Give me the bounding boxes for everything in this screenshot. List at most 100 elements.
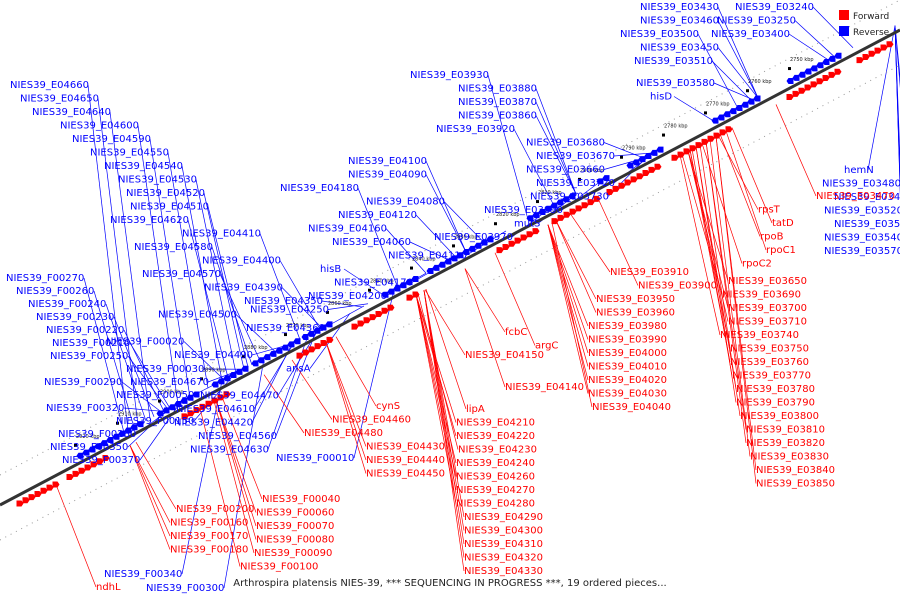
leader-line [83,277,125,433]
forward-gene [357,320,365,327]
forward-gene-label: NIES39_E03800 [740,411,819,422]
reverse-gene-label: mutS [514,219,540,230]
forward-gene [514,237,522,244]
forward-gene-label: NIES39_F00170 [170,531,248,542]
forward-gene-label: NIES39_E03980 [588,321,667,332]
reverse-gene-label: NIES39_F00290 [44,377,122,388]
leader-line [894,25,900,198]
forward-gene [181,413,189,420]
kbp-tick-mark [284,333,287,337]
forward-gene-label: NIES39_E04240 [456,458,535,469]
forward-gene-label: NIES39_E03710 [728,317,807,328]
forward-gene-label: NIES39_E04440 [366,455,445,466]
leader-line [215,399,257,527]
kbp-tick-mark [368,288,371,292]
leader-line [894,25,900,89]
leader-line [215,399,257,513]
forward-gene [28,494,36,501]
reverse-gene-label: NIES39_E03460 [640,16,719,27]
leader-line [207,206,249,368]
reverse-gene [626,162,634,169]
forward-gene-label: fcbC [505,327,527,338]
reverse-gene [106,436,114,443]
forward-gene [624,179,632,186]
forward-gene [375,310,383,317]
reverse-gene-label: NIES39_F00010 [276,453,354,464]
leader-line [129,445,171,537]
reverse-gene [432,264,440,271]
leader-line [715,136,757,484]
kbp-tick-label: 2830 kbp [454,234,478,240]
reverse-gene-label: NIES39_E04600 [60,121,139,132]
reverse-gene-label: NIES39_E04660 [10,80,89,91]
forward-gene-label: tatD [772,218,794,229]
reverse-gene-label: NIES39_E03860 [458,111,537,122]
leader-line [691,148,733,376]
forward-gene [302,349,310,356]
leader-line [343,268,385,296]
forward-gene-label: NIES39_E04460 [332,415,411,426]
reverse-gene-label: NIES39_E04170 [334,278,413,289]
reverse-gene-label: NIES39_E03930 [410,70,489,81]
forward-gene [412,291,420,298]
leader-line [717,6,759,99]
forward-gene [496,247,504,254]
forward-gene-label: NIES39_E03470 [816,191,895,202]
forward-gene-label: NIES39_E03750 [730,344,809,355]
forward-gene [695,142,703,149]
forward-gene [199,403,207,410]
leader-line [687,150,729,322]
reverse-gene [287,341,295,348]
reverse-gene [544,205,552,212]
reverse-gene-label: NIES39_E03920 [436,124,515,135]
forward-gene [211,397,219,404]
reverse-gene-label: NIES39_E03580 [636,78,715,89]
forward-gene-label: NIES39_E03960 [596,308,675,319]
leader-line [357,187,399,289]
reverse-gene-label: NIES39_E04510 [130,202,209,213]
forward-gene [804,84,812,91]
leader-line [93,290,135,428]
kbp-tick-mark [662,133,665,137]
leader-line [181,165,223,381]
reverse-gene-label: NIES39_E03670 [536,151,615,162]
leader-line [235,314,277,353]
reverse-gene-label: NIES39_E04360 [246,323,325,334]
leader-line [535,115,577,195]
leader-line [717,134,759,210]
reverse-gene-label: NIES39_F00030 [126,364,204,375]
forward-gene [862,53,870,60]
forward-gene-label: NIES39_E03650 [728,276,807,287]
reverse-gene-label: NIES39_E03480 [822,179,900,190]
leader-line [415,294,457,477]
reverse-gene-label: NIES39_E03430 [640,2,719,13]
reverse-gene-label: NIES39_E03450 [640,43,719,54]
leader-line [425,174,467,253]
reverse-gene [717,114,725,121]
kbp-tick-mark [578,177,581,181]
forward-gene [320,340,328,346]
forward-gene-label: NIES39_E04300 [464,526,543,537]
reverse-gene-label: NIES39_E04500 [158,310,237,321]
forward-gene [351,323,359,330]
reverse-gene-label: NIES39_F00270 [6,273,84,284]
reverse-gene-label: NIES39_E04120 [338,210,417,221]
reverse-gene-label: NIES39_E03970 [434,232,513,243]
leader-line [167,152,209,389]
forward-gene-label: NIES39_F00040 [262,494,340,505]
forward-gene [369,314,377,321]
leader-line [547,224,589,381]
forward-gene-label: argC [535,341,558,352]
leader-line [221,396,263,500]
reverse-gene-label: NIES39_F00050 [116,390,194,401]
leader-line [535,101,577,195]
reverse-gene [229,372,237,379]
kbp-tick-mark [74,443,77,447]
forward-gene-label: NIES39_F00090 [254,548,332,559]
reverse-gene [747,98,755,105]
forward-gene [314,343,322,350]
reverse-gene-label: NIES39_F00370 [62,455,140,466]
leader-line [687,150,729,309]
reverse-gene [438,261,446,268]
reverse-gene [211,381,219,388]
